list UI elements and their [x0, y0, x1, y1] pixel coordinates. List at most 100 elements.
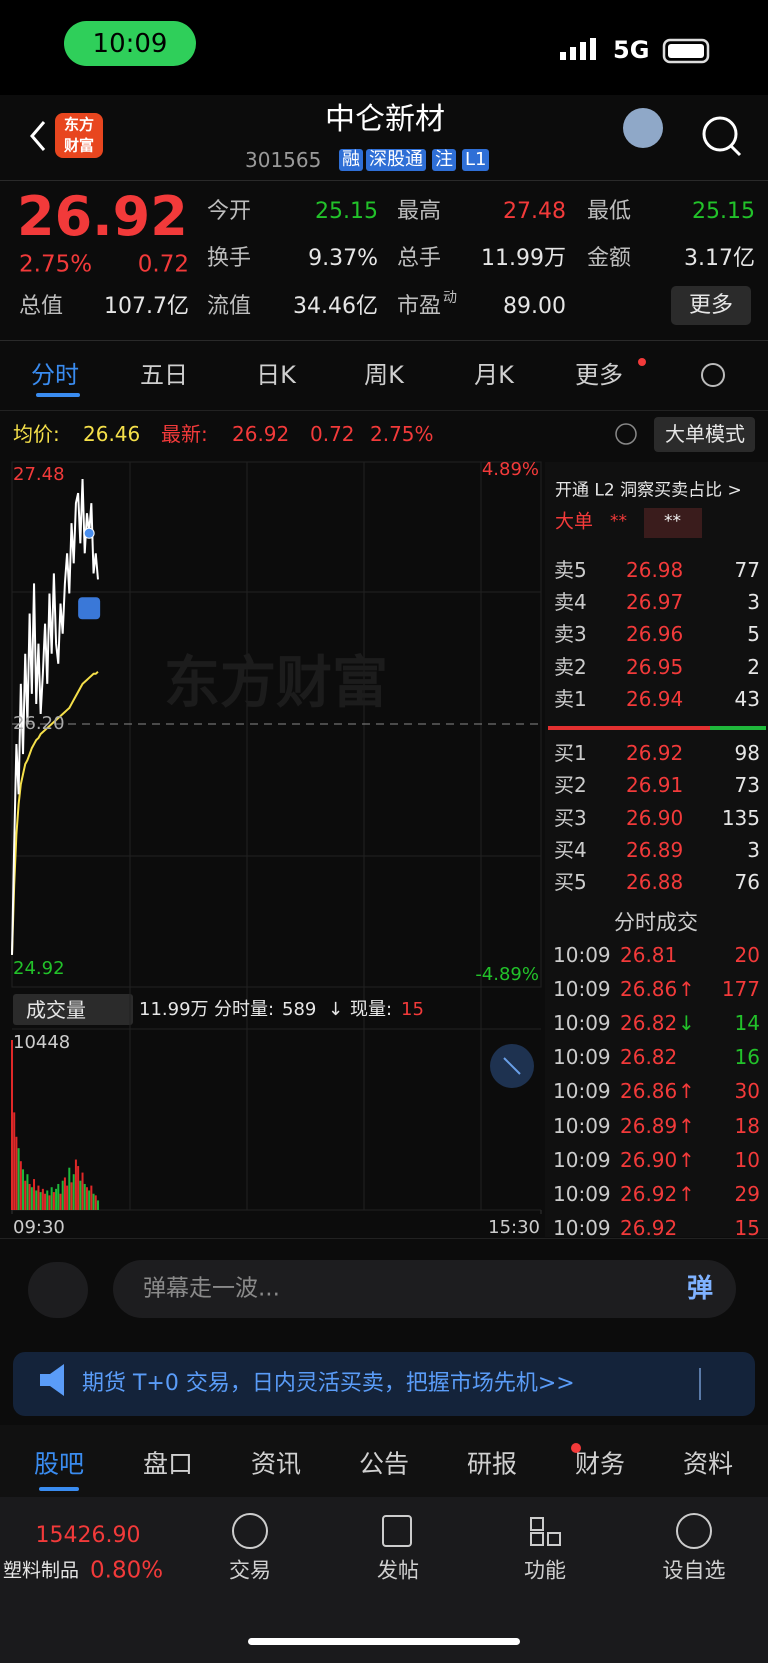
minute-volume-arrow: ↓	[328, 999, 344, 1020]
mode-button-label[interactable]: 大单模式	[665, 422, 745, 446]
trade-price: 26.90	[620, 1147, 678, 1172]
volume-bar	[81, 1172, 84, 1210]
chart-tab[interactable]: 周K	[364, 361, 404, 389]
big-order-value: **	[610, 511, 627, 532]
last-change-pct: 2.75%	[370, 422, 434, 446]
change-pct: 2.75%	[19, 251, 93, 278]
trade-volume: 177	[721, 977, 760, 1002]
danmaku-button[interactable]: 弹	[686, 1274, 714, 1304]
comment-placeholder[interactable]: 弹幕走一波...	[143, 1275, 280, 1302]
chart-tab[interactable]: 月K	[474, 361, 514, 389]
trade-price: 26.89	[620, 1113, 678, 1138]
mode-button[interactable]	[654, 417, 755, 452]
chart-tab[interactable]: 日K	[256, 361, 296, 389]
bottom-tabs	[0, 1425, 768, 1497]
more-button[interactable]	[671, 286, 751, 325]
stat-value: 3.17亿	[684, 246, 755, 271]
content-tab[interactable]: 公告	[358, 1449, 410, 1479]
stat-value: 9.37%	[308, 246, 378, 271]
volume-bar	[55, 1188, 58, 1210]
stat-value: 89.00	[503, 294, 566, 319]
pct-label: -4.89%	[475, 964, 539, 985]
price-line	[11, 479, 99, 955]
y-tick-label: 24.92	[13, 958, 65, 979]
content-tab[interactable]: 资料	[682, 1449, 734, 1479]
trade-time: 10:09	[553, 1147, 611, 1172]
book-label: 卖2	[554, 655, 587, 679]
trade-price: 26.92	[620, 1181, 678, 1206]
volume-bar	[50, 1187, 53, 1210]
book-label: 买5	[554, 870, 587, 894]
logo-text: 财富	[63, 136, 95, 155]
trade-marker	[83, 527, 95, 539]
book-price: 26.97	[626, 590, 684, 614]
bottom-action[interactable]: 发帖	[377, 1558, 419, 1583]
volume-bar	[17, 1148, 20, 1210]
order-panel	[545, 462, 768, 1237]
divider	[0, 410, 768, 411]
l2-promo[interactable]: 开通 L2 洞察买卖占比 >	[555, 480, 742, 501]
logo-text: 东方	[63, 115, 95, 134]
content-tab[interactable]: 资讯	[250, 1449, 302, 1479]
comment-input[interactable]	[113, 1260, 736, 1318]
last-price: 26.92	[17, 185, 188, 248]
trade-price: 26.81	[620, 943, 678, 967]
chart-tab[interactable]: 分时	[31, 361, 79, 389]
trade-time: 10:09	[553, 1215, 611, 1240]
book-qty: 3	[747, 590, 760, 614]
volume-bar	[88, 1190, 91, 1210]
y-tick-label: 26.20	[13, 713, 65, 734]
content-tab[interactable]: 股吧	[33, 1449, 85, 1479]
book-qty: 77	[734, 558, 760, 582]
book-qty: 2	[747, 655, 760, 679]
book-price: 26.96	[626, 622, 684, 646]
stat-value: 25.15	[692, 199, 755, 224]
volume-bar	[37, 1185, 40, 1210]
bottom-action[interactable]: 设自选	[662, 1558, 726, 1583]
signal-badge	[78, 597, 101, 620]
chart-tab[interactable]: 更多	[575, 361, 623, 389]
stock-name: 中仑新材	[325, 102, 445, 137]
book-label: 买2	[554, 773, 587, 797]
book-price: 26.89	[626, 838, 684, 862]
content-tab[interactable]: 盘口	[142, 1449, 194, 1479]
comment-icon[interactable]	[28, 1262, 88, 1318]
trade-arrow: ↑	[678, 1079, 695, 1104]
tag: L1	[462, 149, 490, 171]
trade-volume: 14	[734, 1011, 760, 1036]
y-tick-label: 27.48	[13, 464, 65, 485]
avg-value: 26.46	[83, 422, 141, 446]
banner-text[interactable]: 期货 T+0 交易，日内灵活买卖，把握市场先机>>	[82, 1371, 575, 1396]
more-button-label[interactable]: 更多	[688, 293, 734, 318]
last-label: 最新:	[161, 422, 208, 446]
book-qty: 76	[734, 870, 760, 894]
banner[interactable]	[13, 1352, 755, 1416]
volume-bar	[61, 1180, 64, 1210]
bottom-action[interactable]: 交易	[229, 1558, 271, 1583]
volume-bar	[70, 1182, 73, 1210]
sector-name: 塑料制品	[3, 1559, 80, 1582]
book-price: 26.88	[626, 870, 684, 894]
content-tab[interactable]: 研报	[466, 1449, 518, 1479]
trade-volume: 16	[734, 1045, 760, 1070]
stat-label: 换手	[207, 246, 252, 271]
trade-time: 10:09	[553, 977, 611, 1002]
volume-selector[interactable]	[13, 994, 133, 1025]
content-tab[interactable]: 财务	[574, 1449, 626, 1479]
book-label: 卖5	[554, 558, 587, 582]
tag: 深股通	[366, 149, 426, 171]
chart-tab[interactable]: 五日	[140, 361, 188, 389]
book-qty: 43	[734, 687, 760, 711]
stock-code: 301565	[245, 148, 322, 172]
avg-label: 均价:	[13, 422, 60, 446]
volume-bar	[92, 1193, 95, 1210]
volume-selector-label[interactable]: 成交量	[26, 998, 86, 1022]
stat-value: 27.48	[503, 199, 566, 224]
bottom-action[interactable]: 功能	[524, 1558, 566, 1583]
tag: 融	[339, 149, 363, 171]
volume-bar	[15, 1136, 18, 1210]
volume-bar	[33, 1179, 36, 1210]
trade-arrow: ↑	[678, 977, 695, 1002]
